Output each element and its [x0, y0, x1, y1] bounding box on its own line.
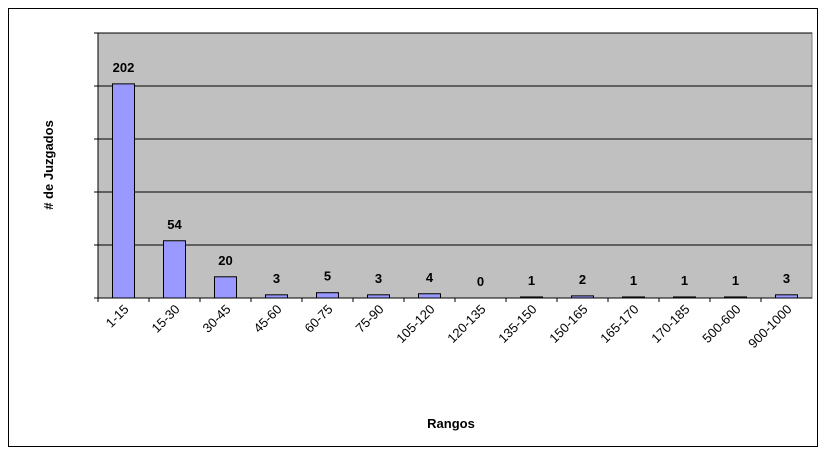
plot-area: [97, 32, 813, 299]
value-label: 0: [477, 274, 484, 289]
bar: [367, 294, 390, 299]
bar: [724, 296, 747, 299]
bar: [265, 294, 288, 299]
value-label: 5: [324, 269, 331, 284]
value-label: 54: [167, 217, 182, 232]
bar: [520, 296, 543, 299]
bar: [673, 296, 696, 299]
value-label: 3: [783, 271, 790, 286]
bar: [112, 83, 135, 299]
value-label: 1: [681, 273, 688, 288]
value-label: 1: [630, 273, 637, 288]
bar: [214, 276, 237, 299]
bar: [316, 292, 339, 299]
value-label: 1: [732, 273, 739, 288]
x-axis-title: Rangos: [427, 416, 475, 431]
bar: [775, 294, 798, 299]
value-label: 3: [375, 271, 382, 286]
value-label: 2: [579, 272, 586, 287]
value-label: 3: [273, 271, 280, 286]
value-label: 1: [528, 273, 535, 288]
value-label: 4: [426, 270, 434, 285]
bar: [571, 295, 594, 299]
value-label: 202: [113, 60, 135, 75]
bar: [163, 240, 186, 299]
y-axis-title: # de Juzgados: [41, 120, 56, 210]
bar: [418, 293, 441, 299]
value-label: 20: [218, 253, 232, 268]
bar: [622, 296, 645, 299]
